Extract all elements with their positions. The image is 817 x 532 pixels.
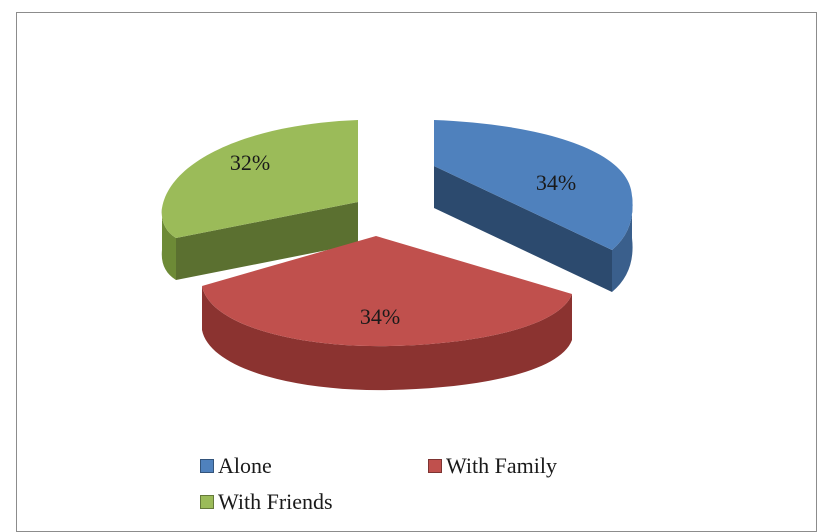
slice-with-family-side	[202, 286, 572, 391]
legend-swatch-with-family	[428, 459, 442, 473]
slice-alone-side	[434, 166, 612, 292]
slice-with-friends-top	[161, 120, 358, 238]
slice-with-friends	[161, 120, 358, 280]
slice-label-alone: 34%	[536, 170, 576, 195]
legend-item-alone: Alone	[200, 452, 272, 480]
slice-with-friends-side	[176, 202, 358, 280]
slice-label-with-friends: 32%	[230, 150, 270, 175]
slice-alone-outer-side	[612, 196, 633, 292]
slice-with-friends-outer-side	[161, 208, 176, 280]
slice-alone-top	[434, 120, 633, 250]
legend-item-with-friends: With Friends	[200, 488, 333, 516]
pie-chart: 34% 34% 32%	[161, 120, 633, 391]
legend-label-with-friends: With Friends	[218, 489, 333, 514]
slice-alone	[434, 120, 633, 292]
legend-swatch-alone	[200, 459, 214, 473]
legend-label-alone: Alone	[218, 453, 272, 478]
legend-swatch-with-friends	[200, 495, 214, 509]
slice-with-family	[202, 236, 572, 391]
legend-label-with-family: With Family	[446, 453, 557, 478]
legend-item-with-family: With Family	[428, 452, 557, 480]
slice-with-family-top	[202, 236, 572, 347]
legend: Alone With Family With Friends	[200, 452, 660, 518]
slice-label-with-family: 34%	[360, 304, 400, 329]
